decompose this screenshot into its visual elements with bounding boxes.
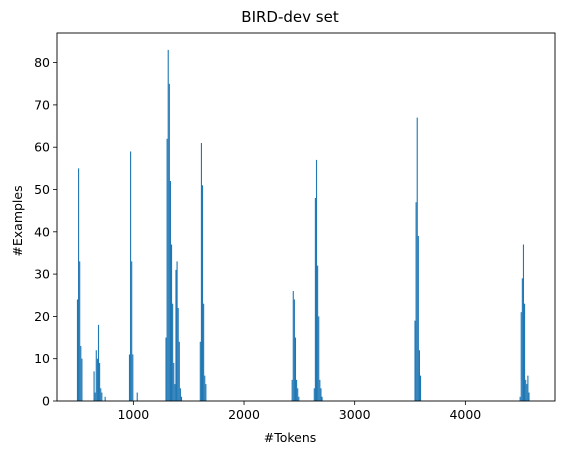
x-tick-label: 3000 [339, 407, 371, 422]
histogram-bar [521, 278, 523, 401]
histogram-bar [130, 151, 132, 401]
histogram-bar [174, 384, 176, 401]
histogram-bar [527, 375, 529, 401]
histogram-bar [79, 261, 81, 401]
histogram-bar [296, 379, 298, 401]
histogram-bar [525, 379, 527, 401]
histogram-bar [170, 244, 173, 401]
histogram-bar [526, 384, 528, 401]
histogram-bar [293, 299, 295, 401]
histogram-bar [99, 362, 101, 401]
histogram-bar [93, 371, 95, 401]
histogram-bar [104, 396, 106, 401]
histogram-bar [292, 291, 294, 401]
histogram-bar [320, 388, 322, 401]
histogram-bar [76, 299, 79, 401]
histogram-bar [200, 142, 202, 402]
x-axis-ticks: 1000 2000 3000 4000 [117, 401, 481, 422]
histogram-bar [418, 350, 420, 401]
histogram-bar [177, 307, 179, 401]
histogram-bar [314, 197, 316, 401]
histogram-bar [173, 362, 175, 401]
y-tick-label: 60 [34, 140, 50, 155]
plot-frame [56, 32, 556, 402]
histogram-bar [297, 388, 299, 401]
y-tick-label: 80 [34, 55, 50, 70]
histogram-bar [100, 388, 102, 401]
y-tick-label: 20 [34, 309, 50, 324]
histogram-bar [131, 261, 133, 401]
histogram-bar [414, 320, 416, 401]
histogram-bar [204, 375, 206, 401]
histogram-bar [318, 316, 320, 401]
histogram-bar [199, 341, 201, 401]
histogram-bar [175, 269, 177, 401]
x-tick-label: 4000 [449, 407, 481, 422]
y-tick-label: 70 [34, 97, 50, 112]
y-tick-label: 0 [42, 394, 50, 409]
histogram-bar [205, 384, 207, 401]
histogram-bar [298, 396, 300, 401]
histogram-bar [520, 312, 522, 401]
histogram-bar [180, 396, 183, 401]
histogram-bar [321, 396, 323, 401]
histogram-bar [95, 350, 97, 401]
histogram-bar [315, 159, 318, 401]
histogram-bar [96, 358, 98, 401]
histogram-bar [528, 392, 530, 401]
histogram-bar [132, 354, 134, 401]
y-tick-label: 50 [34, 182, 50, 197]
y-axis-ticks: 0 10 20 30 40 50 60 70 80 [34, 55, 57, 409]
histogram-bar [80, 346, 82, 401]
histogram-bar [524, 303, 526, 401]
histogram-bar [94, 392, 96, 401]
histogram-bar [81, 358, 83, 401]
histogram-bar [136, 392, 138, 401]
histogram-bar [169, 181, 171, 401]
histogram-bar [522, 244, 525, 401]
y-tick-label: 10 [34, 351, 50, 366]
histogram-bar [519, 396, 521, 401]
x-tick-label: 2000 [228, 407, 260, 422]
histogram-bar [128, 354, 131, 401]
chart-title: BIRD-dev set [241, 8, 339, 26]
histogram-bar [178, 341, 180, 401]
histogram-bar [294, 337, 297, 401]
histogram-bar [172, 303, 174, 401]
x-axis-label: #Tokens [264, 430, 317, 445]
y-tick-label: 40 [34, 224, 50, 239]
histogram-bar [97, 324, 100, 401]
histogram-bar [101, 392, 103, 401]
y-tick-label: 30 [34, 267, 50, 282]
histogram-bar [176, 261, 178, 401]
histogram-bar [415, 202, 417, 401]
histogram-bar [416, 117, 418, 401]
histogram-bar [165, 337, 167, 401]
histogram-bar [179, 388, 181, 401]
x-tick-label: 1000 [117, 407, 149, 422]
y-axis-label: #Examples [10, 185, 25, 256]
histogram-bar [168, 83, 170, 401]
histogram-bar [201, 185, 204, 401]
histogram-bar [167, 49, 169, 402]
histogram-bar [417, 236, 419, 401]
histogram-bar [313, 388, 315, 401]
histogram-bar [317, 265, 319, 401]
histogram-bar [203, 303, 205, 401]
histogram-bar [319, 379, 321, 401]
histogram-bar [291, 379, 293, 401]
histogram-bar [166, 138, 168, 401]
bars-group [76, 49, 530, 402]
histogram-bar [78, 168, 80, 401]
histogram-bar [419, 375, 422, 401]
